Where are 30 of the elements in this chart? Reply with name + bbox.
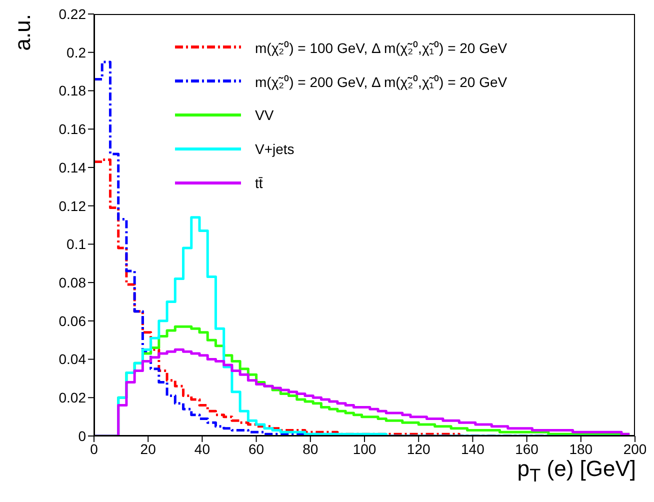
legend-label: V+jets (255, 141, 294, 157)
y-tick-label: 0.18 (58, 82, 86, 99)
x-tick-label: 200 (623, 440, 647, 457)
x-tick-label: 140 (461, 440, 485, 457)
y-tick-label: 0.16 (58, 121, 86, 138)
x-tick-label: 80 (302, 440, 318, 457)
x-tick-label: 20 (140, 440, 156, 457)
legend-label: VV (255, 107, 274, 123)
x-tick-label: 180 (569, 440, 593, 457)
y-tick-label: 0.14 (58, 159, 86, 176)
y-axis-title: a.u. (10, 14, 35, 51)
y-tick-label: 0.2 (66, 44, 86, 60)
x-tick-label: 120 (406, 440, 430, 457)
legend-label: m(χ̃₂⁰) = 200 GeV, Δ m(χ̃₂⁰,χ̃₁⁰) = 20 GeV (255, 74, 508, 90)
x-tick-label: 60 (248, 440, 264, 457)
legend-label: m(χ̃₂⁰) = 100 GeV, Δ m(χ̃₂⁰,χ̃₁⁰) = 20 GeV (255, 40, 508, 56)
y-tick-label: 0.22 (58, 6, 86, 22)
x-tick-label: 0 (90, 440, 98, 457)
y-tick-label: 0 (78, 428, 86, 444)
y-tick-label: 0.04 (58, 351, 86, 368)
y-tick-label: 0.12 (58, 198, 86, 214)
x-tick-label: 100 (352, 440, 376, 457)
legend-label: tt̄ (255, 175, 263, 191)
y-tick-label: 0.08 (58, 274, 86, 291)
x-axis-title: p$_{T}$ (e) [GeV] (517, 456, 636, 486)
x-tick-label: 160 (515, 440, 539, 457)
y-tick-label: 0.1 (66, 236, 86, 252)
x-tick-label: 40 (194, 440, 210, 457)
y-tick-label: 0.06 (58, 312, 86, 329)
y-tick-label: 0.02 (58, 390, 86, 406)
